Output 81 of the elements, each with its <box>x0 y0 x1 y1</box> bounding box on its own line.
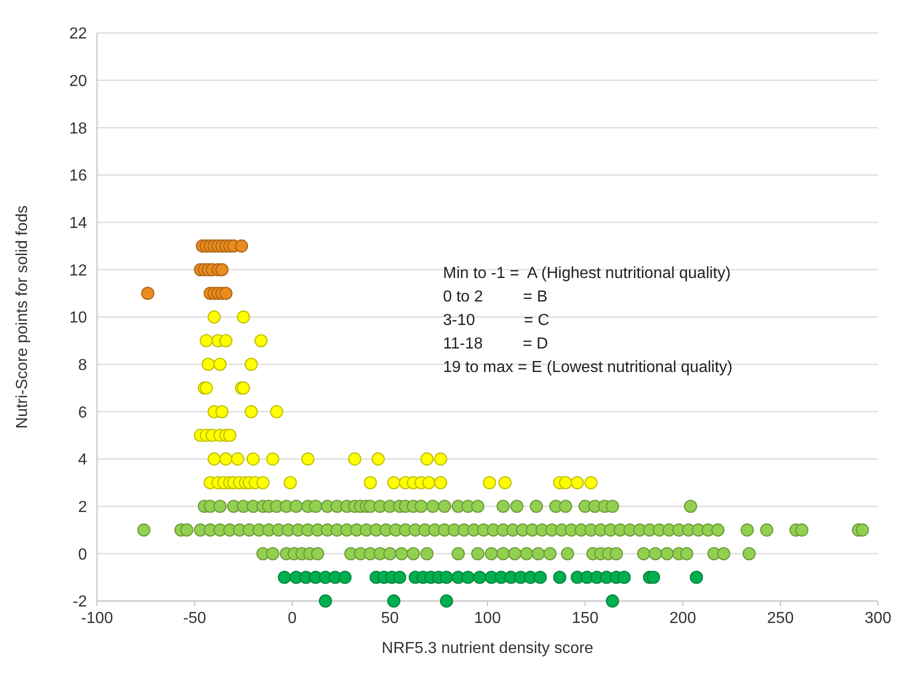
y-tick-label: 8 <box>78 356 88 374</box>
point <box>244 405 258 418</box>
point <box>422 476 436 490</box>
point <box>301 452 314 466</box>
x-tick-label: 50 <box>380 610 399 627</box>
point <box>606 594 620 608</box>
point <box>434 476 448 490</box>
point <box>266 452 280 466</box>
y-tick-label: 2 <box>78 498 88 516</box>
point <box>372 452 385 466</box>
x-tick-label: 300 <box>864 610 892 627</box>
point <box>215 263 229 276</box>
point <box>219 286 232 300</box>
point <box>618 570 631 584</box>
point <box>348 452 362 466</box>
point <box>219 334 232 348</box>
point <box>584 476 598 490</box>
y-tick-label: 22 <box>69 26 88 43</box>
y-tick-label: 0 <box>78 546 88 564</box>
point <box>364 476 377 490</box>
annotation: Min to -1 = A (Highest nutritional quality) <box>443 265 731 282</box>
point <box>236 310 250 324</box>
point <box>318 594 332 608</box>
point <box>208 452 221 466</box>
point <box>338 570 352 584</box>
point <box>230 452 244 466</box>
annotation: 0 to 2 = B <box>443 288 548 306</box>
point <box>473 570 486 584</box>
point <box>208 310 221 324</box>
annotation: 19 to max = E (Lowest nutritional quality) <box>443 359 732 376</box>
point <box>219 452 232 466</box>
point <box>420 452 434 466</box>
point <box>434 452 448 466</box>
point <box>498 476 512 490</box>
y-tick-label: 14 <box>69 214 88 232</box>
annotation: 3-10 = C <box>443 312 550 329</box>
point <box>270 405 284 418</box>
point <box>690 570 704 584</box>
point <box>278 570 292 584</box>
point <box>234 239 248 253</box>
point <box>393 570 406 584</box>
point <box>559 476 572 490</box>
point <box>215 405 229 418</box>
y-tick-label: 4 <box>78 452 88 469</box>
y-tick-label: 20 <box>69 72 88 90</box>
point <box>254 334 268 348</box>
point <box>553 570 566 584</box>
point <box>482 476 496 490</box>
y-tick-label: -2 <box>72 594 88 611</box>
point <box>461 570 475 584</box>
annotation: 11-18 = D <box>443 336 548 352</box>
x-tick-label: 0 <box>288 610 297 627</box>
x-tick-label: -50 <box>183 610 206 627</box>
point <box>246 452 260 466</box>
y-tick-label: 16 <box>69 168 88 185</box>
point <box>284 476 297 490</box>
point <box>213 358 227 371</box>
point <box>570 476 584 490</box>
x-tick-label: 250 <box>767 610 794 627</box>
point <box>223 428 236 442</box>
point <box>200 334 213 348</box>
point <box>440 594 454 608</box>
x-tick-label: 200 <box>669 610 696 627</box>
point <box>387 594 400 608</box>
y-tick-label: 12 <box>69 262 88 280</box>
point <box>244 358 258 371</box>
point <box>646 570 660 584</box>
x-axis-title: NRF5.3 nutrient density score <box>382 640 594 657</box>
point <box>256 476 270 490</box>
x-tick-label: -100 <box>80 610 114 627</box>
point <box>534 570 547 584</box>
point <box>141 286 154 300</box>
point <box>440 570 454 584</box>
point <box>387 476 400 490</box>
x-tick-label: 150 <box>572 610 599 627</box>
y-tick-label: 6 <box>78 404 88 422</box>
x-tick-label: 100 <box>474 610 501 627</box>
point <box>202 358 215 371</box>
y-tick-label: 10 <box>69 310 88 327</box>
y-axis-title: Nutri-Score points for solid fods <box>14 205 31 429</box>
y-tick-label: 18 <box>69 120 88 138</box>
